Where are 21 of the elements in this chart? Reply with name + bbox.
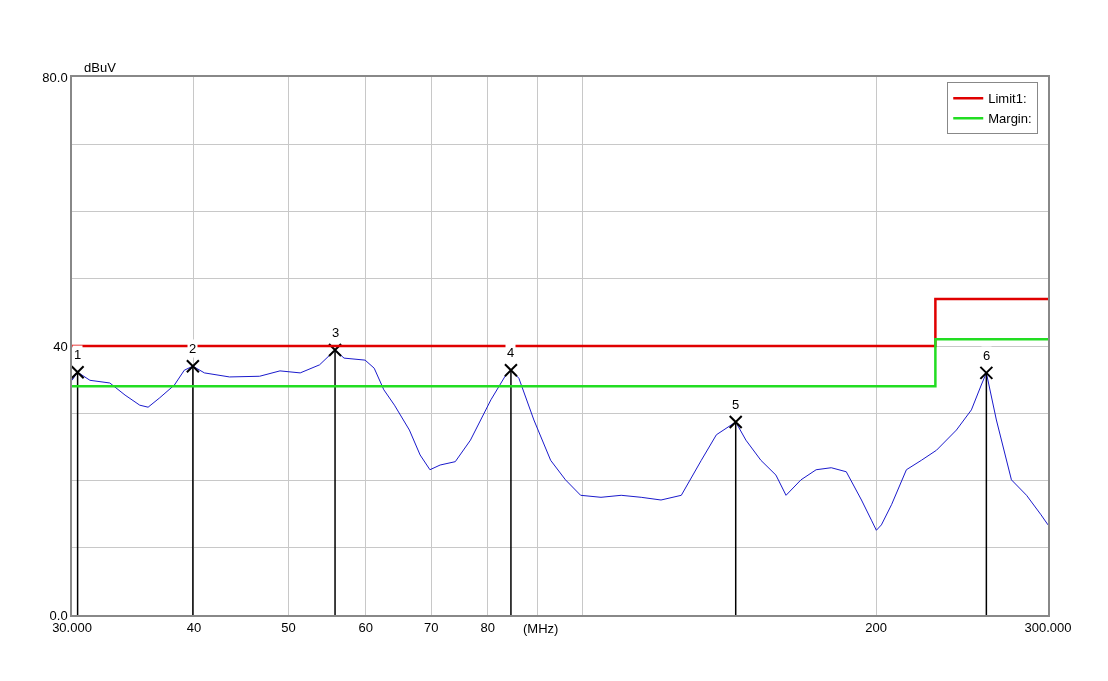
annotation: 1 [74, 347, 82, 362]
annotation: 6 [983, 348, 991, 363]
legend-label: Margin: [988, 111, 1032, 127]
x-tick-label: 80 [480, 620, 495, 636]
y-axis-title: dBuV [84, 60, 117, 75]
x-tick-label: 60 [358, 620, 374, 636]
x-axis-title: (MHz) [523, 621, 559, 636]
x-tick-label: 300.000 [1024, 620, 1072, 636]
annotation: 3 [332, 325, 340, 340]
x-tick-label: 40 [186, 620, 202, 636]
annotation: 4 [507, 345, 515, 360]
x-tick-label: 30.000 [52, 620, 92, 636]
annotation: 5 [732, 397, 740, 412]
x-tick-label: 70 [423, 620, 439, 636]
y-tick-label: 80.0 [42, 69, 68, 85]
y-tick-label: 0.0 [49, 607, 68, 623]
y-tick-label: 40 [53, 338, 68, 354]
x-tick-label: 50 [281, 620, 296, 636]
annotation: 2 [189, 341, 197, 356]
x-tick-label: 200 [865, 620, 887, 636]
legend-label: Limit1: [988, 91, 1027, 107]
